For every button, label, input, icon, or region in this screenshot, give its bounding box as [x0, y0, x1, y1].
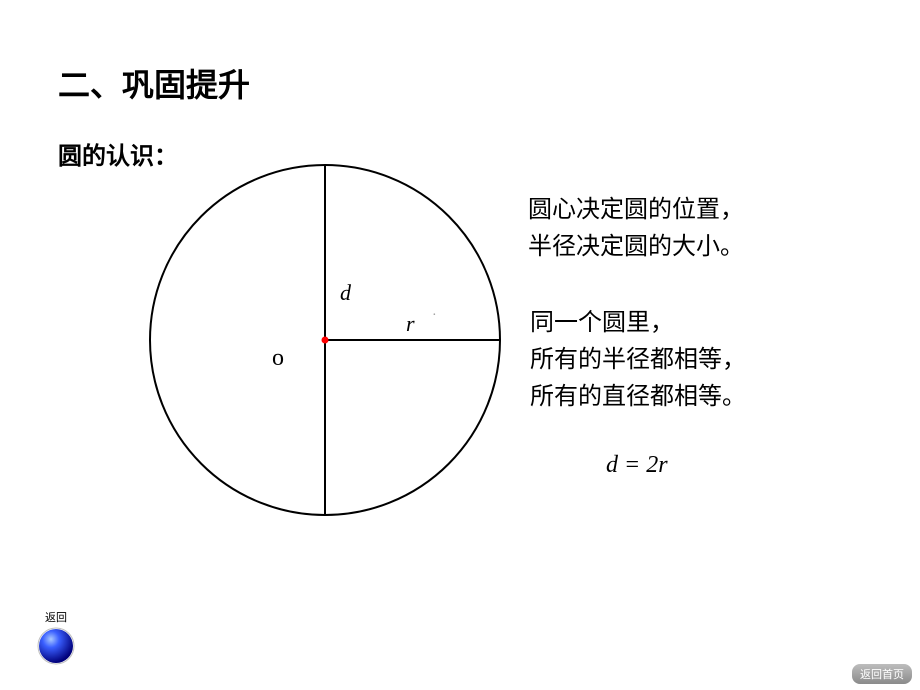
circle-svg — [145, 160, 505, 520]
text-line: 所有的直径都相等。 — [530, 379, 746, 416]
text-line: 所有的半径都相等， — [530, 342, 746, 379]
center-marker-glyph: · — [432, 308, 437, 324]
circle-diagram — [145, 160, 505, 520]
text-line: 半径决定圆的大小。 — [528, 229, 744, 266]
heading-text: 二、巩固提升 — [58, 67, 250, 103]
home-button[interactable]: 返回首页 — [852, 664, 912, 684]
property-text-2: 同一个圆里，所有的半径都相等，所有的直径都相等。 — [530, 305, 746, 417]
back-button[interactable]: 返回 — [34, 609, 78, 670]
label-o: o — [272, 345, 284, 372]
back-button-caption: 返回 — [34, 609, 78, 625]
back-sphere-icon — [37, 627, 75, 665]
label-d: d — [340, 280, 351, 306]
label-r: r — [406, 311, 415, 337]
text-line: 圆心决定圆的位置， — [528, 192, 744, 229]
property-text-1: 圆心决定圆的位置，半径决定圆的大小。 — [528, 192, 744, 266]
formula-d-equals-2r: d = 2r — [606, 452, 668, 479]
section-heading: 二、巩固提升 — [58, 60, 250, 106]
text-line: 同一个圆里， — [530, 305, 746, 342]
home-button-label: 返回首页 — [860, 669, 904, 681]
